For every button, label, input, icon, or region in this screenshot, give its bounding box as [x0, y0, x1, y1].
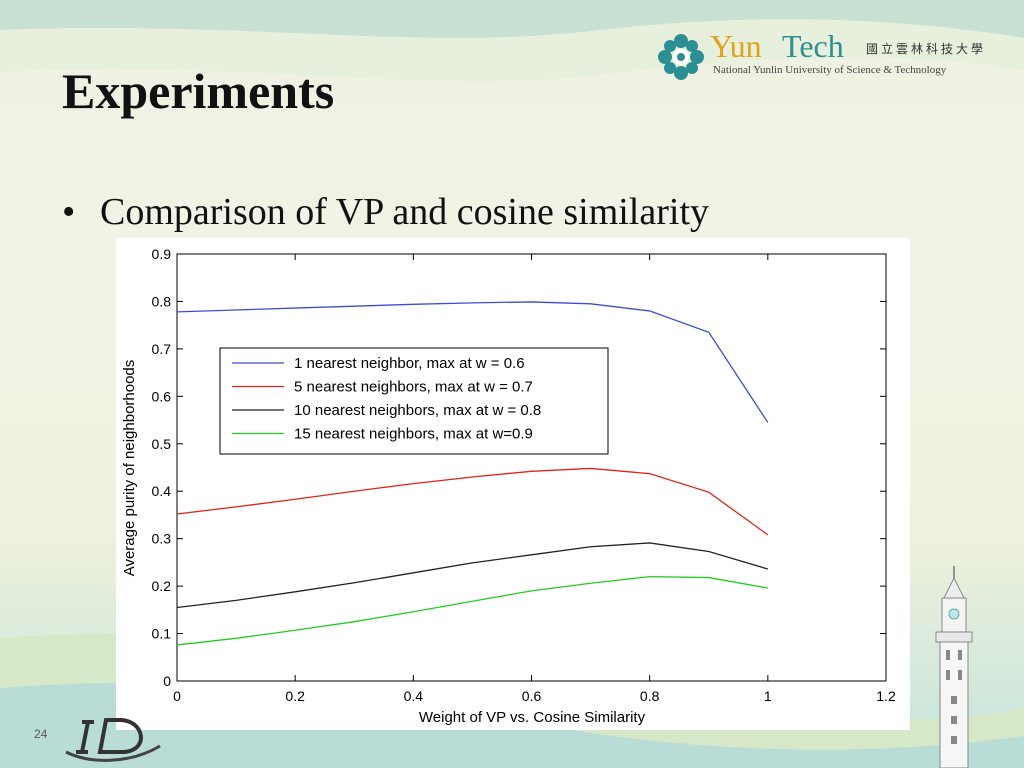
- plot-area: [176, 253, 887, 682]
- y-tick-label: 0.7: [152, 341, 172, 357]
- purity-line-chart: 0 0.2 0.4 0.6 0.8 1 1.2 0 0.1 0.2 0.3 0.4 0.5 0.6 0.7 0…: [121, 246, 896, 726]
- x-tick-label: 0: [173, 688, 181, 704]
- bullet-marker: •: [62, 191, 76, 233]
- logo-subtitle: National Yunlin University of Science & …: [713, 64, 947, 76]
- legend-entry-label: 1 nearest neighbor, max at w = 0.6: [294, 355, 525, 372]
- y-tick-label: 0.4: [152, 483, 172, 499]
- yuntech-emblem-icon: [658, 34, 704, 80]
- legend-entry-label: 10 nearest neighbors, max at w = 0.8: [294, 402, 541, 419]
- legend-box: [219, 347, 609, 455]
- x-tick-label: 0.6: [522, 688, 542, 704]
- bullet-item: • Comparison of VP and cosine similarity: [62, 190, 709, 234]
- logo-name-yun: Yun: [710, 28, 762, 64]
- y-tick-label: 0: [163, 673, 171, 689]
- legend-entry-label: 5 nearest neighbors, max at w = 0.7: [294, 379, 533, 396]
- y-tick-label: 0.6: [152, 388, 172, 404]
- slide-title: Experiments: [62, 63, 335, 119]
- x-tick-label: 1.2: [876, 688, 896, 704]
- x-tick-label: 0.4: [404, 688, 424, 704]
- page-number: 24: [34, 727, 48, 741]
- logo-name-tech: Tech: [782, 28, 844, 64]
- y-tick-label: 0.2: [152, 578, 172, 594]
- x-tick-label: 1: [764, 688, 772, 704]
- y-tick-label: 0.9: [152, 246, 172, 262]
- bullet-text: Comparison of VP and cosine similarity: [100, 191, 710, 233]
- logo-chinese-name: 國立雲林科技大學: [866, 42, 987, 56]
- x-tick-label: 0.8: [640, 688, 660, 704]
- y-tick-label: 0.5: [152, 436, 172, 452]
- x-tick-label: 0.2: [285, 688, 305, 704]
- y-axis-label: Average purity of neighborhoods: [121, 360, 138, 577]
- y-tick-label: 0.8: [152, 293, 172, 309]
- series-line-3: [176, 542, 769, 609]
- y-tick-label: 0.1: [152, 626, 172, 642]
- series-line-1: [176, 301, 769, 423]
- header-wave-decoration: [0, 0, 1024, 82]
- lab-logo-icon: [65, 718, 161, 762]
- y-tick-label: 0.3: [152, 531, 172, 547]
- series-line-2: [176, 467, 769, 536]
- clock-tower-icon: [935, 566, 973, 768]
- x-axis-label: Weight of VP vs. Cosine Similarity: [419, 709, 646, 726]
- chart-container: 0 0.2 0.4 0.6 0.8 1 1.2 0 0.1 0.2 0.3 0.4 0.5 0.6 0.7 0…: [116, 238, 910, 730]
- yuntech-logo: Yun Tech 國立雲林科技大學 National Yunlin Univer…: [656, 28, 1006, 82]
- legend-entry-label: 15 nearest neighbors, max at w=0.9: [294, 426, 533, 443]
- series-line-4: [176, 575, 768, 646]
